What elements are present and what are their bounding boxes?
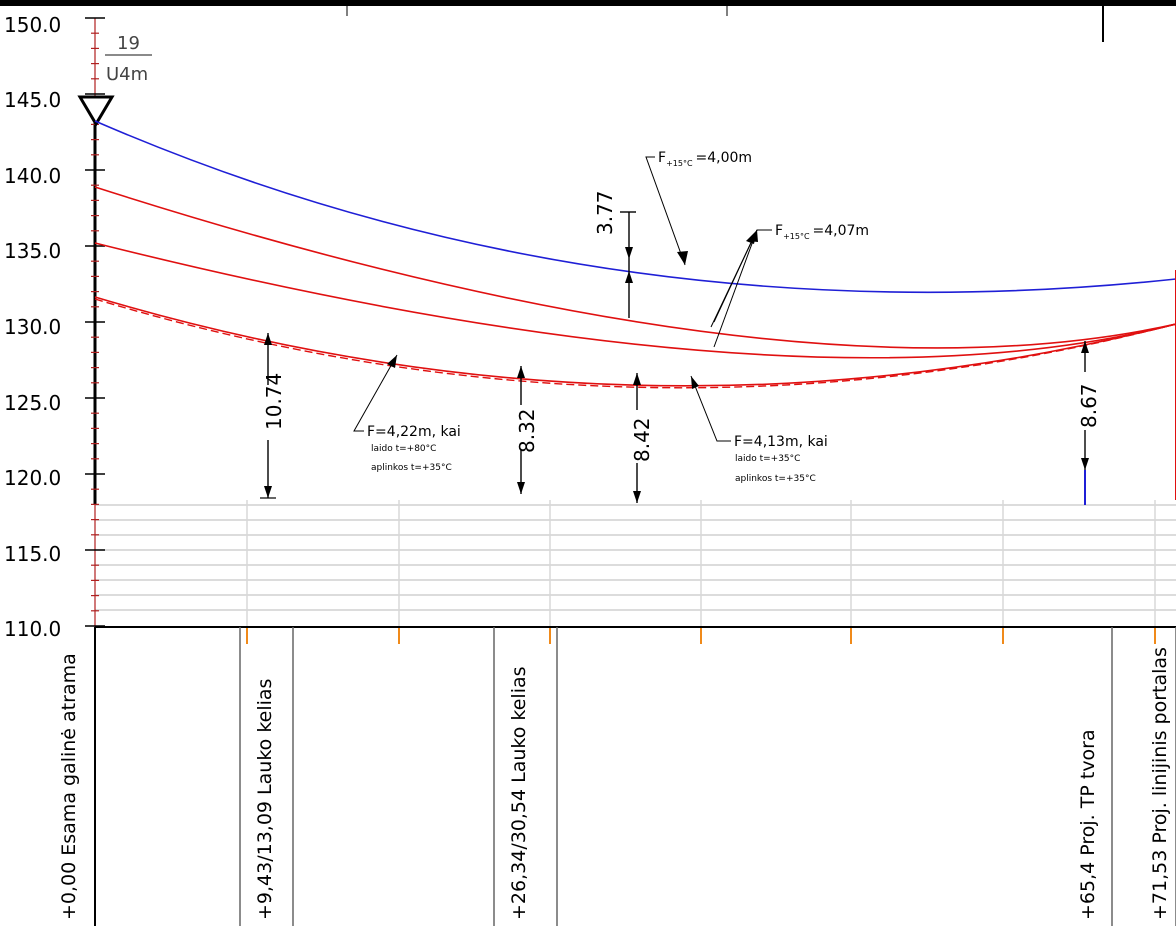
support-type: U4m [106,64,148,85]
red-conductor-curve-1 [94,186,1176,349]
note-right: F=4,13m, kai laido t=+35°C aplinkos t=+3… [690,375,828,484]
red-conductor-curve-4-dashed [94,298,1176,389]
sag-label-red: F+15°C =4,07m [710,223,869,348]
note-right-line2: laido t=+35°C [735,454,800,464]
stations: +0,00 Esama galinė atrama +9,43/13,09 La… [58,627,1176,926]
station-label-3: +65,4 Proj. TP tvora [1077,729,1099,920]
dimension-arrows [260,211,1089,503]
sag-blue-prefix: F [658,150,666,166]
sag-red-value: =4,07m [813,223,870,239]
dimension-labels: 3.77 10.74 8.32 8.42 8.67 [262,190,1101,462]
y-label: 135.0 [4,239,61,263]
y-label: 145.0 [4,88,61,112]
station-label-4: +71,53 Proj. linijinis portalas [1149,647,1171,920]
dim-label-8-32: 8.32 [515,408,539,453]
station-label-0: +0,00 Esama galinė atrama [58,653,80,920]
conductor-curves [94,120,1176,389]
sag-red-prefix: F [775,223,783,239]
note-left: F=4,22m, kai laido t=+80°C aplinkos t=+3… [353,354,461,473]
y-label: 110.0 [4,617,61,641]
dim-label-8-67: 8.67 [1077,383,1101,428]
station-label-2: +26,34/30,54 Lauko kelias [508,666,530,920]
svg-text:F+15°C=4,00m: F+15°C =4,00m [658,150,752,168]
sag-blue-value: =4,00m [696,150,753,166]
top-frame [0,0,1176,42]
note-left-line2: laido t=+80°C [371,444,436,454]
support-marker: 19 U4m [77,33,152,127]
note-left-line3: aplinkos t=+35°C [371,463,452,473]
y-label: 125.0 [4,391,61,415]
dim-label-10-74: 10.74 [262,373,286,430]
dim-label-8-42: 8.42 [630,417,654,462]
y-label: 140.0 [4,164,61,188]
svg-text:F+15°C=4,07m: F+15°C =4,07m [775,223,869,241]
note-right-line3: aplinkos t=+35°C [735,474,816,484]
station-label-1: +9,43/13,09 Lauko kelias [254,679,276,920]
y-label: 115.0 [4,542,61,566]
support-triangle-icon [77,95,115,127]
blue-conductor-curve [94,120,1176,294]
red-conductor-curve-3 [94,296,1176,387]
y-label: 130.0 [4,315,61,339]
red-conductor-curve-2 [94,242,1176,359]
y-label: 120.0 [4,466,61,490]
y-axis-labels: 150.0 145.0 140.0 135.0 130.0 125.0 120.… [4,13,61,641]
ground-band [95,500,1176,644]
y-label: 150.0 [4,13,61,37]
sag-blue-sub: +15°C [666,159,693,168]
sag-red-sub: +15°C [783,232,810,241]
note-left-line1: F=4,22m, kai [367,424,461,440]
support-number: 19 [117,33,140,54]
dim-label-3-77: 3.77 [593,190,617,235]
sag-label-blue: F+15°C =4,00m [645,150,752,266]
note-right-line1: F=4,13m, kai [734,434,828,450]
